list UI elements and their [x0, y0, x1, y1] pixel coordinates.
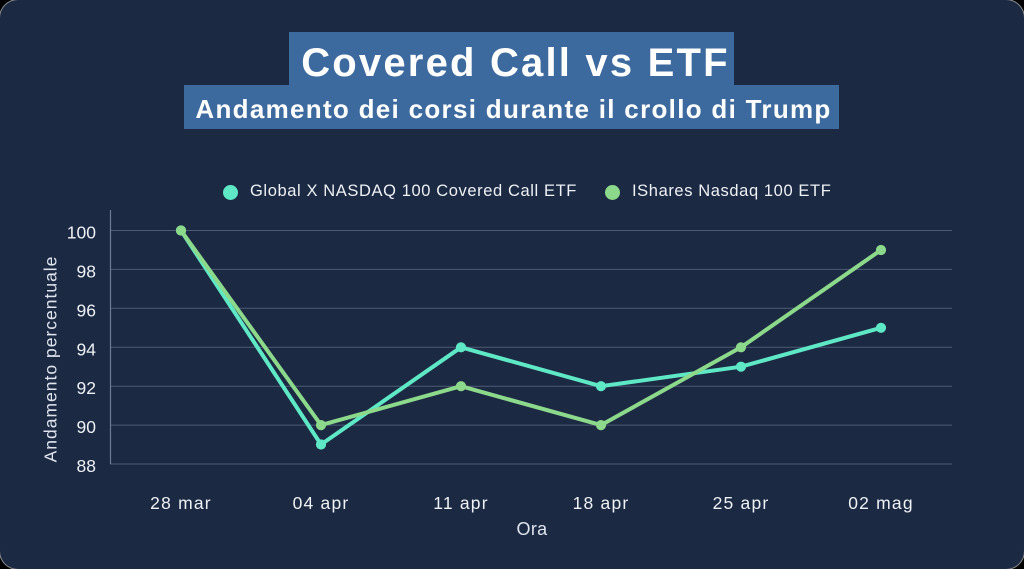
svg-text:96: 96: [77, 300, 96, 320]
svg-text:90: 90: [77, 417, 97, 437]
svg-text:02 mag: 02 mag: [848, 493, 914, 513]
svg-text:94: 94: [77, 339, 97, 359]
svg-text:92: 92: [77, 378, 96, 398]
svg-text:04 apr: 04 apr: [293, 493, 350, 513]
svg-text:Ora: Ora: [517, 519, 549, 539]
svg-text:88: 88: [77, 456, 96, 476]
svg-text:28 mar: 28 mar: [150, 493, 212, 513]
svg-text:18 apr: 18 apr: [573, 493, 630, 513]
svg-text:100: 100: [67, 223, 96, 243]
svg-text:98: 98: [77, 261, 96, 281]
svg-text:11 apr: 11 apr: [433, 493, 489, 513]
svg-text:25 apr: 25 apr: [713, 493, 770, 513]
svg-text:Andamento percentuale: Andamento percentuale: [41, 256, 61, 463]
